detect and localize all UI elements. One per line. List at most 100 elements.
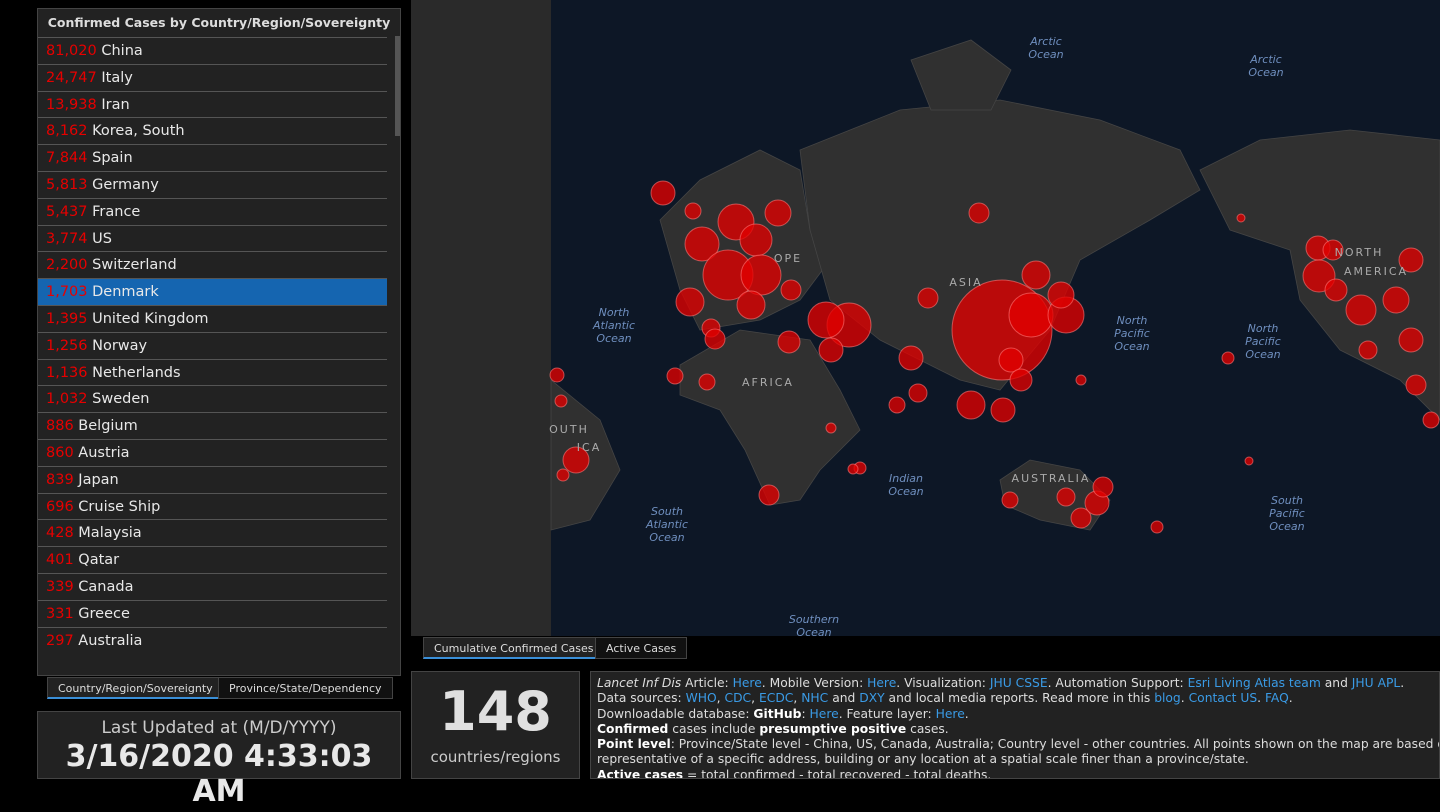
link[interactable]: NHC [801,691,829,706]
tab[interactable]: Cumulative Confirmed Cases [423,637,605,659]
case-count: 2,200 [46,257,88,274]
text: . Mobile Version: [761,676,868,690]
case-count: 81,020 [46,43,97,59]
map-side [411,0,551,636]
case-bubble [684,226,720,262]
country-name: Australia [78,632,143,649]
text: : [801,706,810,721]
country-name: Korea, South [92,123,185,140]
country-row[interactable]: 401 Qatar [38,546,387,573]
text: presumptive positive [759,721,907,736]
country-row[interactable]: 839 Japan [38,465,387,493]
country-row[interactable]: 1,136 Netherlands [38,358,387,386]
case-count: 1,032 [46,391,88,408]
map-label: South Atlantic Ocean [645,505,688,544]
text: . Automation Support: [1047,676,1188,690]
case-count: 3,774 [46,230,88,247]
country-counter: 148 countries/regions [411,671,580,779]
country-name: Spain [92,150,133,167]
country-row[interactable]: 8,162 Korea, South [38,117,387,144]
country-row[interactable]: 339 Canada [38,572,387,600]
link[interactable]: Here [809,706,839,721]
country-row[interactable]: 1,703 Denmark [38,278,387,305]
text: cases include [668,721,760,736]
text: Article: [681,676,733,690]
map-labels: Arctic Ocean Arctic Ocean North Atlantic Ocean… [549,35,1408,636]
link[interactable]: DXY [859,691,885,706]
country-row[interactable]: 2,200 Switzerland [38,251,387,278]
country-name: Switzerland [92,257,177,274]
link[interactable]: ECDC [758,691,794,706]
text: Point level [597,737,671,752]
link[interactable]: JHU CSSE [989,676,1048,690]
map-label: Arctic Ocean [1028,35,1063,61]
country-name: Malaysia [78,525,142,542]
country-row[interactable]: 860 Austria [38,438,387,466]
map-label: North Pacific Ocean [1245,322,1281,361]
case-count: 428 [46,525,74,542]
case-bubble [998,347,1024,373]
country-name: Japan [78,471,119,488]
country-row[interactable]: 5,813 Germany [38,170,387,198]
case-bubble [1322,239,1344,261]
tab[interactable]: Active Cases [595,637,688,659]
link[interactable]: WHO [685,691,717,706]
country-row[interactable]: 696 Cruise Ship [38,492,387,520]
link[interactable]: JHU APL [1351,676,1401,690]
country-name: US [92,230,112,247]
map[interactable]: Arctic Ocean Arctic Ocean North Atlantic Ocean… [411,0,1440,636]
country-name: Sweden [92,391,150,408]
case-count: 5,437 [46,203,88,220]
country-row[interactable]: 81,020 China [38,37,387,64]
link[interactable]: CDC [724,691,752,706]
country-row[interactable]: 1,032 Sweden [38,385,387,412]
case-bubbles [549,180,1440,534]
country-row[interactable]: 1,256 Norway [38,331,387,359]
case-bubble [968,202,990,224]
country-name: United Kingdom [92,310,209,327]
text: . [1257,691,1265,706]
case-count: 886 [46,418,74,435]
country-row[interactable]: 331 Greece [38,599,387,627]
link[interactable]: blog [1154,691,1181,706]
map-label: North Atlantic Ocean [592,306,635,345]
map-label: ASIA [949,276,982,289]
country-row[interactable]: 297 Australia [38,626,387,654]
map-label: Arctic Ocean [1248,53,1283,79]
country-row[interactable]: 886 Belgium [38,412,387,439]
case-bubble [777,330,801,354]
country-row[interactable]: 5,437 France [38,197,387,225]
country-row[interactable]: 428 Malaysia [38,519,387,546]
country-name: Norway [92,337,148,354]
scrollbar[interactable] [395,36,400,136]
case-bubble [684,202,702,220]
link[interactable]: Here [732,676,762,690]
case-bubble [556,468,570,482]
link[interactable]: Here [935,706,965,721]
tab[interactable]: Country/Region/Sovereignty [47,677,224,699]
link[interactable]: Here [867,676,897,690]
case-count: 839 [46,471,74,488]
case-count: 13,938 [46,96,97,113]
case-bubble [1047,281,1075,309]
country-row[interactable]: 24,747 Italy [38,63,387,91]
tab[interactable]: Province/State/Dependency [218,677,393,699]
country-row[interactable]: 3,774 US [38,224,387,252]
case-count: 1,703 [46,284,88,301]
case-bubble [562,446,590,474]
case-bubble [1382,286,1410,314]
country-row[interactable]: 13,938 Iran [38,90,387,118]
country-row[interactable]: 1,395 United Kingdom [38,304,387,332]
map-label: AMERICA [1344,265,1408,278]
country-name: Denmark [92,284,159,301]
case-bubble [780,279,802,301]
country-row[interactable]: 7,844 Spain [38,144,387,171]
case-count: 331 [46,605,74,622]
case-bubble [1236,213,1246,223]
case-count: 401 [46,552,74,569]
link[interactable]: FAQ [1264,691,1289,706]
link[interactable]: Contact US [1188,691,1258,706]
link[interactable]: Esri Living Atlas team [1187,676,1321,690]
text: , [793,691,802,706]
map-label: AFRICA [742,376,794,389]
